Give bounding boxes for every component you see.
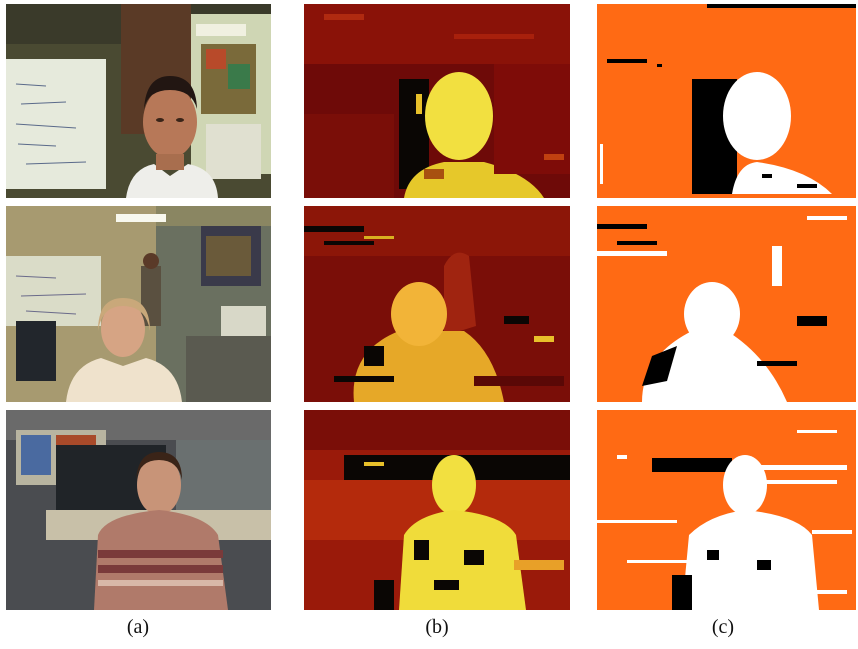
segmentation-row3 xyxy=(597,410,856,610)
column-label-b: (b) xyxy=(425,616,449,638)
column-label-a: (a) xyxy=(126,616,150,638)
segmentation-row2 xyxy=(597,206,856,402)
photo-row2-woman-chair xyxy=(6,206,271,402)
photo-row1-man-whiteboard xyxy=(6,4,271,198)
photo-row3-man-sweater xyxy=(6,410,271,610)
column-label-c: (c) xyxy=(711,616,735,638)
segmentation-row1 xyxy=(597,4,856,198)
disparity-row3 xyxy=(304,410,570,610)
disparity-row1 xyxy=(304,4,570,198)
disparity-row2 xyxy=(304,206,570,402)
